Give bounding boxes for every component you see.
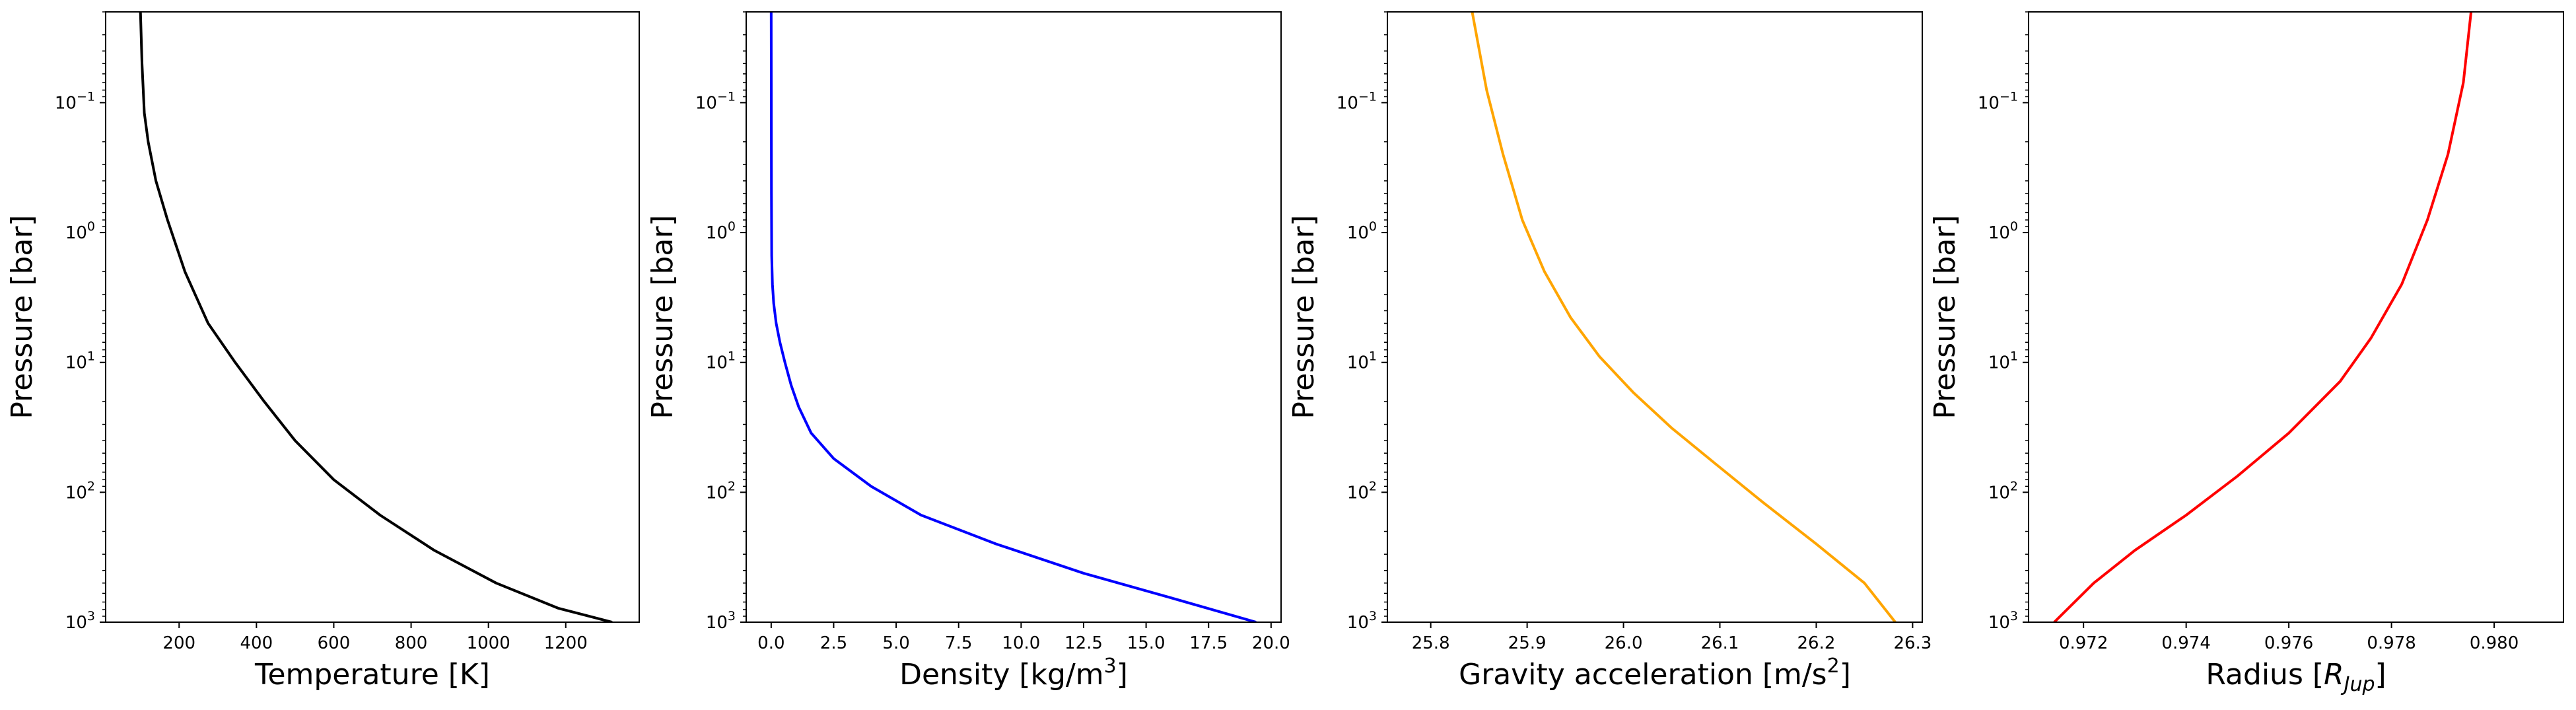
- x-tick-label: 2.5: [820, 633, 847, 653]
- x-tick-label: 5.0: [882, 633, 909, 653]
- series-line-1: [139, 12, 613, 622]
- y-axis-label: Pressure [bar]: [646, 215, 679, 419]
- x-tick-label: 26.2: [1797, 633, 1836, 653]
- y-tick-label: 103: [706, 609, 736, 633]
- y-tick-label: 100: [1988, 219, 2018, 243]
- x-tick-label: 10.0: [1002, 633, 1040, 653]
- x-axis-label: Temperature [K]: [254, 658, 490, 692]
- y-tick-label: 103: [65, 609, 95, 633]
- x-axis-label: Radius [RJup]: [2206, 658, 2386, 696]
- x-tick-label: 600: [318, 633, 351, 653]
- x-axis-label: Density [kg/m3]: [899, 655, 1128, 692]
- y-tick-label: 10−1: [55, 89, 95, 113]
- x-tick-label: 25.8: [1412, 633, 1450, 653]
- x-tick-label: 0.980: [2470, 633, 2519, 653]
- x-tick-label: 15.0: [1127, 633, 1166, 653]
- y-tick-label: 103: [1347, 609, 1377, 633]
- y-axis-label: Pressure [bar]: [1287, 215, 1321, 419]
- y-tick-label: 101: [65, 349, 95, 373]
- x-tick-label: 1200: [544, 633, 588, 653]
- x-tick-label: 0.972: [2059, 633, 2108, 653]
- x-tick-label: 400: [240, 633, 273, 653]
- y-tick-label: 102: [1347, 479, 1377, 503]
- x-tick-label: 20.0: [1252, 633, 1290, 653]
- y-tick-label: 10−1: [1337, 89, 1377, 113]
- plot-frame: [2028, 11, 2564, 623]
- x-tick-label: 0.974: [2161, 633, 2210, 653]
- y-tick-label: 102: [65, 479, 95, 503]
- x-tick-label: 17.5: [1189, 633, 1228, 653]
- y-tick-label: 100: [1347, 219, 1377, 243]
- x-tick-label: 26.0: [1605, 633, 1643, 653]
- chart-panel-2: 0.0 2.5 5.0 7.5 10.0 12.5 15.0 17.5 20.0 10−1 100 1…: [646, 11, 1290, 692]
- y-tick-label: 102: [706, 479, 736, 503]
- chart-panel-4: 0.972 0.974 0.976 0.978 0.980 10−1 100 101 102 10…: [1928, 11, 2564, 696]
- y-tick-label: 100: [706, 219, 736, 243]
- chart-panel-1: 200 400 600 800 1000 1200 10−1 100 101 102 103 Temp…: [5, 11, 640, 692]
- y-tick-label: 101: [1988, 349, 2018, 373]
- x-tick-label: 26.3: [1893, 633, 1932, 653]
- x-tick-label: 800: [395, 633, 428, 653]
- y-tick-label: 101: [1347, 349, 1377, 373]
- x-tick-label: 26.1: [1701, 633, 1739, 653]
- chart-panel-3: 25.8 25.9 26.0 26.1 26.2 26.3 10−1 100 101 102 103…: [1287, 11, 1932, 692]
- y-tick-label: 100: [65, 219, 95, 243]
- y-tick-label: 102: [1988, 479, 2018, 503]
- y-axis-label: Pressure [bar]: [1928, 215, 1962, 419]
- series-line-1: [2053, 12, 2473, 622]
- plot-frame: [746, 11, 1282, 623]
- y-tick-label: 10−1: [695, 89, 736, 113]
- series-line-1: [769, 12, 1257, 622]
- x-tick-label: 12.5: [1064, 633, 1103, 653]
- plot-frame: [1387, 11, 1923, 623]
- y-axis-label: Pressure [bar]: [5, 215, 39, 419]
- x-tick-label: 200: [162, 633, 195, 653]
- y-tick-label: 101: [706, 349, 736, 373]
- x-tick-label: 25.9: [1508, 633, 1547, 653]
- x-tick-label: 7.5: [945, 633, 972, 653]
- x-tick-label: 0.0: [757, 633, 784, 653]
- x-tick-label: 0.976: [2264, 633, 2313, 653]
- x-axis-label: Gravity acceleration [m/s2]: [1459, 655, 1851, 692]
- plot-frame: [105, 11, 640, 623]
- x-tick-label: 0.978: [2367, 633, 2416, 653]
- series-line-1: [1471, 12, 1897, 622]
- y-tick-label: 103: [1988, 609, 2018, 633]
- x-tick-label: 1000: [467, 633, 510, 653]
- y-tick-label: 10−1: [1978, 89, 2018, 113]
